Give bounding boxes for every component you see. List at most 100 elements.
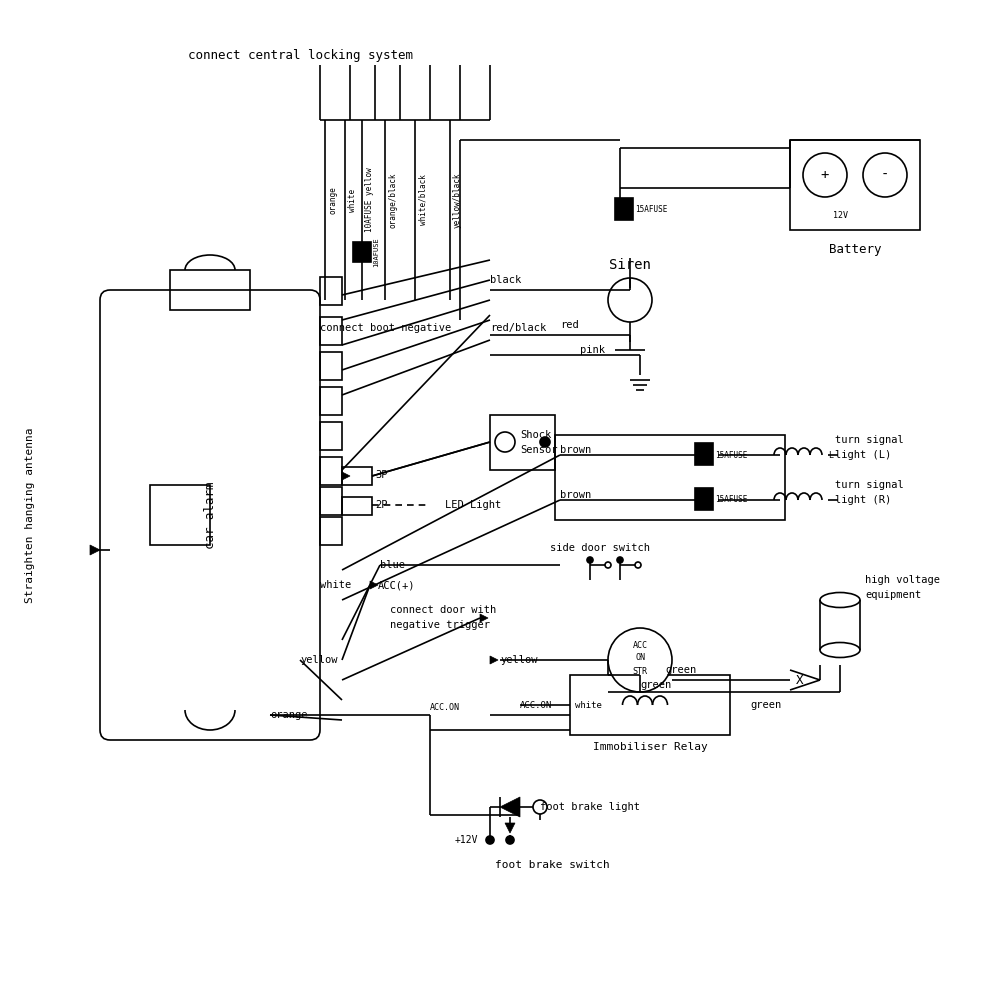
Text: 2P: 2P	[375, 500, 388, 510]
Polygon shape	[90, 545, 100, 555]
Ellipse shape	[820, 643, 860, 658]
Text: red/black: red/black	[490, 323, 546, 333]
Bar	[320, 387, 342, 415]
Text: Battery: Battery	[829, 243, 881, 256]
Text: ACC: ACC	[633, 641, 648, 650]
Text: orange: orange	[270, 710, 308, 720]
Text: foot brake light: foot brake light	[540, 802, 640, 812]
Circle shape	[540, 437, 550, 447]
Circle shape	[533, 800, 547, 814]
Bar	[555, 435, 785, 520]
Text: ON: ON	[635, 654, 645, 662]
Polygon shape	[480, 614, 488, 622]
Text: red: red	[560, 320, 579, 330]
Text: ACC.ON: ACC.ON	[520, 700, 552, 710]
Text: equipment: equipment	[865, 590, 921, 600]
Circle shape	[486, 836, 494, 844]
Text: +12V: +12V	[455, 835, 479, 845]
Text: Sensor: Sensor	[520, 445, 558, 455]
Bar	[695, 488, 713, 510]
Text: +: +	[821, 168, 829, 182]
Bar	[320, 277, 342, 305]
Circle shape	[506, 836, 514, 844]
Polygon shape	[342, 472, 350, 480]
Bar	[320, 317, 342, 345]
Bar	[615, 198, 633, 220]
Text: 12V: 12V	[832, 211, 848, 220]
Circle shape	[635, 562, 641, 568]
Bar	[320, 422, 342, 450]
Bar	[353, 242, 371, 262]
Circle shape	[863, 153, 907, 197]
Text: connect boot negative: connect boot negative	[320, 323, 451, 333]
Text: L: L	[828, 450, 833, 460]
Bar	[170, 270, 250, 310]
Text: foot brake switch: foot brake switch	[495, 860, 610, 870]
Text: Shock: Shock	[520, 430, 551, 440]
Text: pink: pink	[580, 345, 605, 355]
Text: green: green	[750, 700, 781, 710]
Text: high voltage: high voltage	[865, 575, 940, 585]
Text: orange/black: orange/black	[388, 172, 397, 228]
Text: brown: brown	[560, 445, 591, 455]
Polygon shape	[500, 797, 520, 817]
Text: turn signal: turn signal	[835, 435, 904, 445]
Text: Siren: Siren	[609, 258, 651, 272]
Text: light (L): light (L)	[835, 450, 891, 460]
Circle shape	[608, 628, 672, 692]
Text: brown: brown	[560, 490, 591, 500]
Bar	[695, 443, 713, 465]
Bar	[570, 675, 730, 735]
Text: 10AFUSE yellow: 10AFUSE yellow	[365, 168, 374, 232]
Text: white: white	[320, 580, 351, 590]
Polygon shape	[370, 581, 378, 589]
Text: yellow: yellow	[300, 655, 338, 665]
Bar	[790, 140, 920, 230]
Text: white: white	[348, 188, 357, 212]
Bar	[342, 497, 372, 515]
Text: LED Light: LED Light	[445, 500, 501, 510]
Ellipse shape	[820, 592, 860, 607]
Text: yellow: yellow	[500, 655, 538, 665]
Text: ACC.ON: ACC.ON	[430, 704, 460, 712]
Text: white: white	[575, 700, 602, 710]
Text: connect door with: connect door with	[390, 605, 496, 615]
Text: 15AFUSE: 15AFUSE	[635, 206, 667, 215]
Text: side door switch: side door switch	[550, 543, 650, 553]
Text: ACC(+): ACC(+)	[378, 580, 416, 590]
Bar	[150, 485, 210, 545]
Bar	[342, 467, 372, 485]
Text: car alarm: car alarm	[204, 481, 216, 549]
Circle shape	[608, 278, 652, 322]
Circle shape	[617, 557, 623, 563]
Bar	[320, 517, 342, 545]
Text: blue: blue	[380, 560, 405, 570]
Text: 3P: 3P	[375, 470, 388, 480]
Text: black: black	[490, 275, 521, 285]
Circle shape	[495, 432, 515, 452]
Polygon shape	[490, 656, 498, 664]
Text: 10AFUSE: 10AFUSE	[373, 237, 379, 267]
Text: orange: orange	[328, 186, 337, 214]
Text: white/black: white/black	[418, 175, 427, 225]
Text: light (R): light (R)	[835, 495, 891, 505]
Text: 15AFUSE: 15AFUSE	[715, 495, 747, 504]
Circle shape	[803, 153, 847, 197]
Circle shape	[605, 562, 611, 568]
Text: -: -	[881, 168, 889, 182]
Text: 15AFUSE: 15AFUSE	[715, 450, 747, 460]
Text: yellow/black: yellow/black	[453, 172, 462, 228]
Text: X: X	[796, 674, 804, 686]
Bar	[320, 352, 342, 380]
Circle shape	[587, 557, 593, 563]
Text: Immobiliser Relay: Immobiliser Relay	[593, 742, 707, 752]
Bar	[320, 487, 342, 515]
Text: turn signal: turn signal	[835, 480, 904, 490]
FancyBboxPatch shape	[100, 290, 320, 740]
Text: Straighten hanging antenna: Straighten hanging antenna	[25, 427, 35, 603]
Text: green: green	[665, 665, 696, 675]
Bar	[320, 457, 342, 485]
Polygon shape	[505, 823, 515, 833]
Text: STR: STR	[633, 668, 648, 676]
Bar	[490, 415, 555, 470]
